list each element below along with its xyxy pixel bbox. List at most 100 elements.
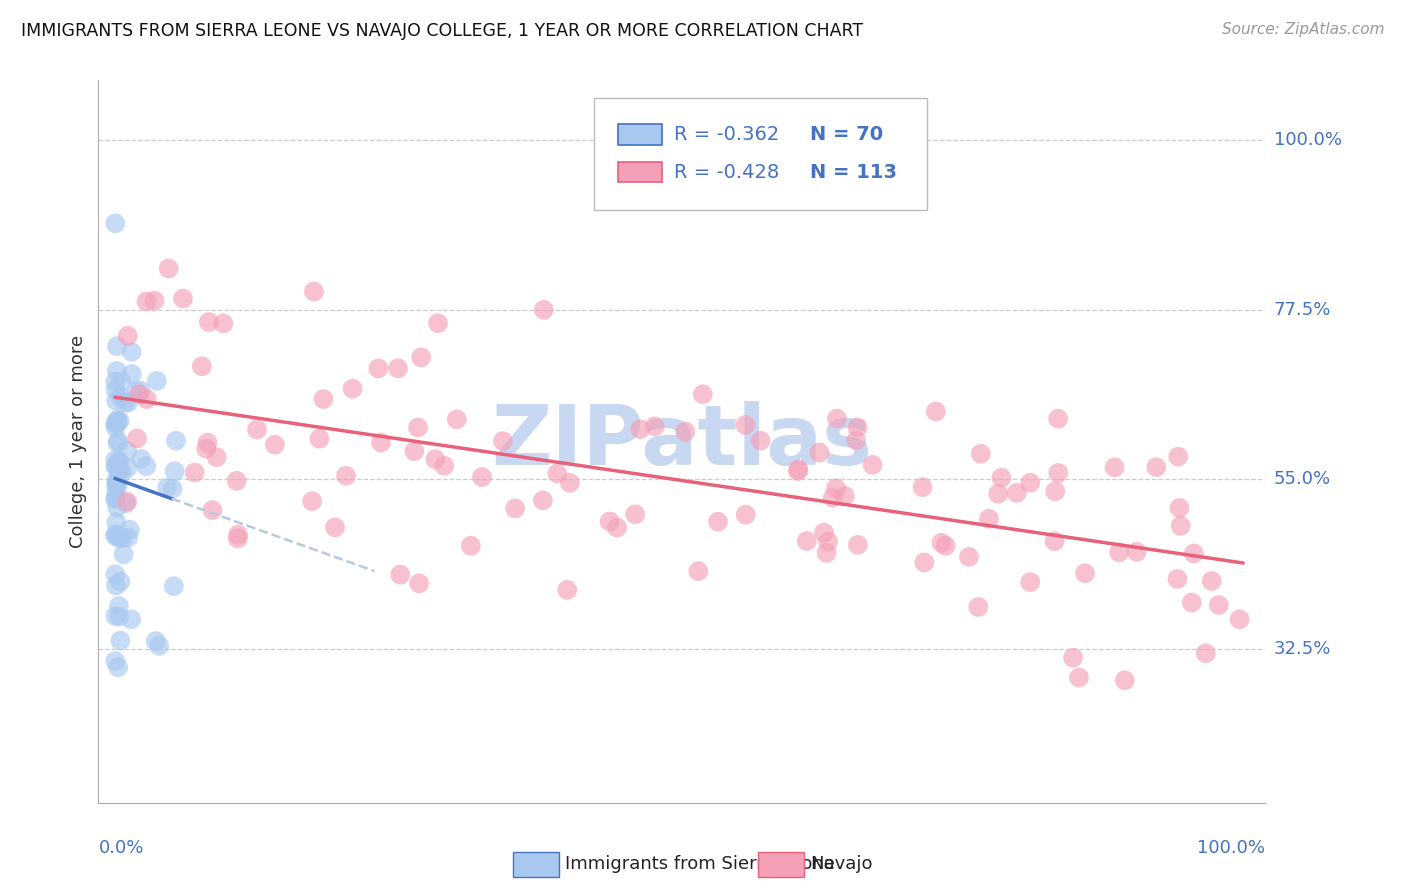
Point <box>201 503 224 517</box>
Point <box>1201 574 1223 588</box>
Point <box>117 531 139 545</box>
Point <box>1005 486 1028 500</box>
Point <box>108 455 131 469</box>
Point <box>191 359 214 374</box>
Point <box>143 293 166 308</box>
Point <box>104 417 127 431</box>
Point <box>111 466 134 480</box>
Point <box>427 316 450 330</box>
Point <box>644 419 666 434</box>
Point <box>105 500 128 515</box>
Point <box>1181 596 1204 610</box>
Point <box>105 478 128 492</box>
Point <box>104 453 127 467</box>
Point <box>125 384 148 399</box>
Point <box>546 467 568 481</box>
Point <box>163 464 186 478</box>
Point <box>931 536 953 550</box>
Point <box>1074 566 1097 581</box>
Text: 77.5%: 77.5% <box>1274 301 1331 318</box>
Point <box>105 475 128 490</box>
Point <box>817 534 839 549</box>
Point <box>114 395 136 409</box>
Point <box>1047 466 1070 480</box>
Point <box>195 442 218 456</box>
Point <box>120 612 142 626</box>
Point <box>787 462 810 476</box>
Point <box>471 470 494 484</box>
Point <box>389 567 412 582</box>
Point <box>433 458 456 473</box>
Point <box>105 412 128 426</box>
Text: N = 70: N = 70 <box>810 125 883 144</box>
Point <box>148 639 170 653</box>
Point <box>105 479 128 493</box>
Point <box>163 579 186 593</box>
Point <box>104 491 127 505</box>
Point <box>156 481 179 495</box>
Point <box>862 458 884 472</box>
Point <box>813 525 835 540</box>
Point <box>198 315 221 329</box>
Point <box>935 539 957 553</box>
Point <box>110 462 132 476</box>
Point <box>692 387 714 401</box>
Point <box>264 438 287 452</box>
Point <box>225 474 247 488</box>
Text: 100.0%: 100.0% <box>1274 131 1341 150</box>
Point <box>1104 460 1126 475</box>
Point <box>110 391 132 405</box>
Point <box>1144 460 1167 475</box>
Text: 55.0%: 55.0% <box>1274 470 1331 488</box>
Point <box>162 482 184 496</box>
Point <box>688 564 710 578</box>
Point <box>846 538 869 552</box>
Point <box>749 434 772 448</box>
Point <box>367 361 389 376</box>
Point <box>107 414 129 428</box>
Text: N = 113: N = 113 <box>810 162 897 182</box>
Point <box>990 471 1012 485</box>
Point <box>825 411 848 425</box>
Point <box>533 302 555 317</box>
FancyBboxPatch shape <box>617 162 662 182</box>
Point <box>117 395 139 409</box>
Point <box>110 375 132 389</box>
Point <box>104 459 127 474</box>
Point <box>825 481 848 495</box>
Point <box>145 634 167 648</box>
Text: Source: ZipAtlas.com: Source: ZipAtlas.com <box>1222 22 1385 37</box>
Point <box>323 520 346 534</box>
Point <box>531 493 554 508</box>
Point <box>1043 534 1066 549</box>
Point <box>1062 650 1084 665</box>
Point <box>606 521 628 535</box>
Point <box>1114 673 1136 688</box>
Point <box>308 432 330 446</box>
Point <box>342 382 364 396</box>
Point <box>246 423 269 437</box>
Text: Navajo: Navajo <box>810 855 873 873</box>
FancyBboxPatch shape <box>513 852 560 877</box>
Point <box>370 435 392 450</box>
Point <box>1019 575 1042 590</box>
Point <box>624 508 647 522</box>
Point <box>925 404 948 418</box>
Point <box>302 285 325 299</box>
Point <box>957 549 980 564</box>
Point <box>1208 598 1230 612</box>
Point <box>128 387 150 401</box>
Text: R = -0.428: R = -0.428 <box>673 162 779 182</box>
Point <box>786 464 808 478</box>
Point <box>104 567 127 582</box>
Point <box>112 531 135 545</box>
Point <box>312 392 335 406</box>
Point <box>406 420 429 434</box>
Point <box>117 460 139 475</box>
Text: R = -0.362: R = -0.362 <box>673 125 779 144</box>
FancyBboxPatch shape <box>617 124 662 145</box>
Point <box>846 420 869 434</box>
Point <box>1182 547 1205 561</box>
Point <box>108 599 131 614</box>
Point <box>129 451 152 466</box>
